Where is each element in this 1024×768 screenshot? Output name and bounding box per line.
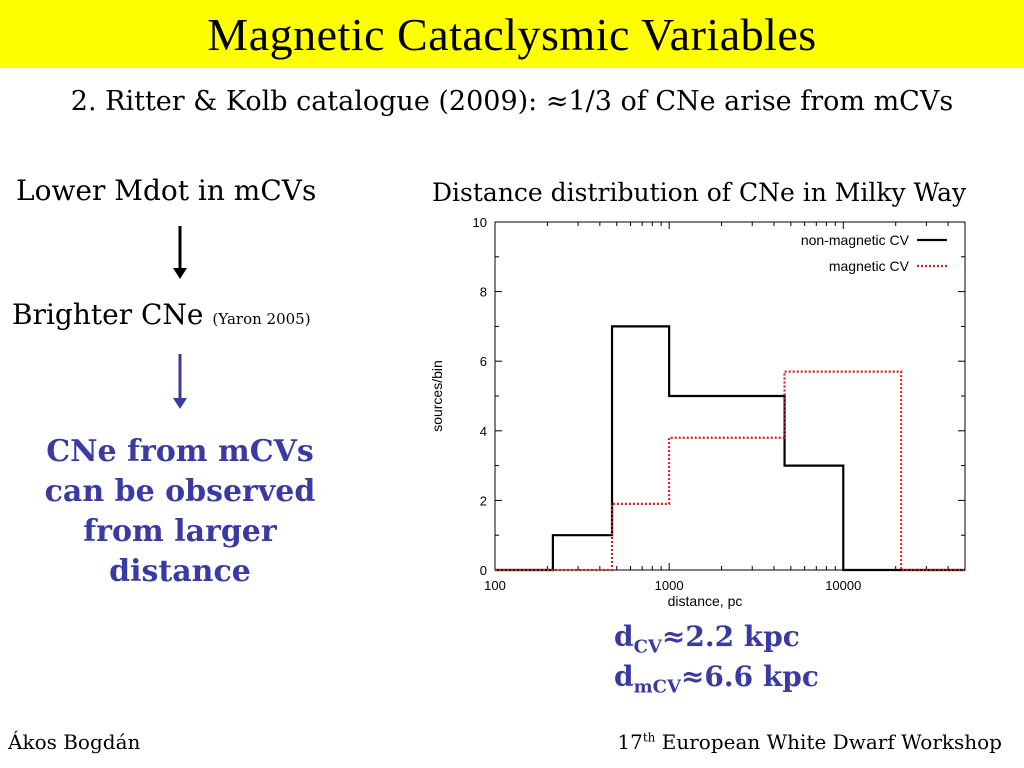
arrow-down-icon [173,226,187,279]
brighter-cne-label: Brighter CNe (Yaron 2005) [12,298,311,331]
legend-label: magnetic CV [829,258,910,274]
event-title: European White Dwarf Workshop [655,730,1002,754]
lower-mdot-label: Lower Mdot in mCVs [16,174,317,207]
y-tick-label: 4 [480,424,487,439]
series-line-non-magnetic [495,325,965,572]
legend-label: non-magnetic CV [801,232,910,248]
conclusion-text: CNe from mCVs can be observed from large… [44,434,316,589]
dmcv-symbol: d [614,660,634,693]
chart-title: Distance distribution of CNe in Milky Wa… [432,178,967,207]
y-tick-label: 6 [480,354,487,369]
dcv-symbol: d [614,620,634,653]
slide-title: Magnetic Cataclysmic Variables [207,8,817,60]
y-axis-label: sources/bin [429,360,445,432]
x-tick-label: 1000 [655,578,684,593]
brighter-cne-citation: (Yaron 2005) [212,310,311,328]
y-tick-label: 10 [473,215,487,230]
dmcv-number: ≈6.6 kpc [680,660,819,693]
event-name: 17th European White Dwarf Workshop [617,730,1002,754]
author-name: Ákos Bogdán [8,730,141,754]
dcv-value: dCV≈2.2 kpc [614,620,800,658]
arrow-down-blue-icon [173,354,187,409]
dmcv-value: dmCV≈6.6 kpc [614,660,819,698]
brighter-cne-text: Brighter CNe [12,298,204,331]
distance-histogram-chart: 0 2 4 6 8 10 100 1000 10000 distance, pc sources/b… [429,215,966,609]
x-tick-label: 10000 [825,578,861,593]
y-tick-label: 2 [480,493,487,508]
slide-subtitle: 2. Ritter & Kolb catalogue (2009): ≈1/3 … [70,86,954,117]
y-tick-label: 0 [480,563,487,578]
dmcv-subscript: mCV [633,676,681,698]
y-tick-label: 8 [480,285,487,300]
x-axis-label: distance, pc [668,593,743,609]
dcv-subscript: CV [633,636,662,658]
event-ordinal: th [642,730,656,745]
series-line-magnetic [495,370,965,572]
dcv-number: ≈2.2 kpc [661,620,800,653]
event-number: 17 [617,730,643,754]
title-bar: Magnetic Cataclysmic Variables [0,0,1024,68]
x-tick-label: 100 [484,578,506,593]
